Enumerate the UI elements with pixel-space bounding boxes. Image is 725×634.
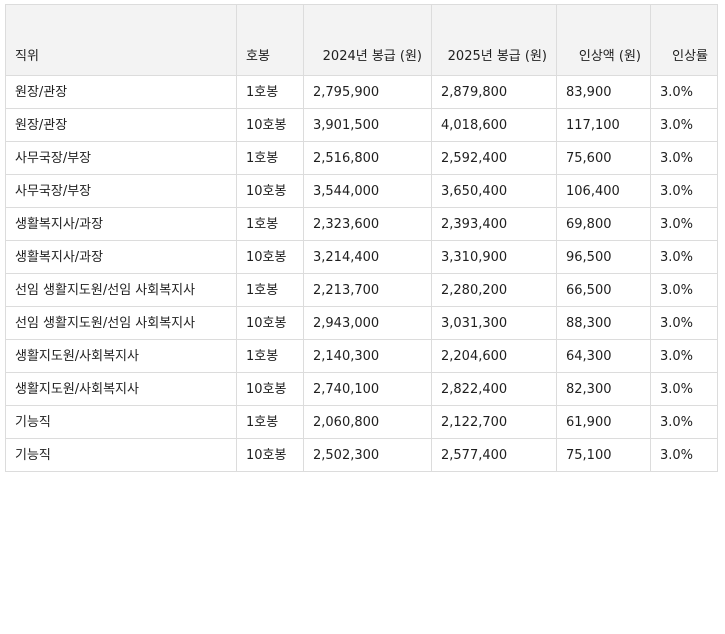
table-body: 원장/관장 1호봉 2,795,900 2,879,800 83,900 3.0…: [5, 75, 718, 472]
cell-increase-amount: 64,300: [556, 339, 651, 373]
cell-salary-2024: 3,901,500: [303, 108, 432, 142]
cell-salary-2024: 3,214,400: [303, 240, 432, 274]
cell-step: 10호봉: [236, 108, 304, 142]
header-step: 호봉: [236, 4, 304, 76]
cell-increase-rate: 3.0%: [650, 438, 718, 472]
cell-increase-rate: 3.0%: [650, 174, 718, 208]
cell-salary-2025: 2,280,200: [431, 273, 557, 307]
header-position: 직위: [5, 4, 237, 76]
cell-step: 10호봉: [236, 174, 304, 208]
cell-salary-2025: 2,577,400: [431, 438, 557, 472]
cell-salary-2025: 2,879,800: [431, 75, 557, 109]
cell-increase-amount: 83,900: [556, 75, 651, 109]
cell-salary-2024: 2,213,700: [303, 273, 432, 307]
cell-salary-2025: 2,592,400: [431, 141, 557, 175]
cell-step: 1호봉: [236, 207, 304, 241]
cell-position: 생활지도원/사회복지사: [5, 372, 237, 406]
table-row: 선임 생활지도원/선임 사회복지사 1호봉 2,213,700 2,280,20…: [5, 273, 718, 307]
header-increase-rate: 인상률: [650, 4, 718, 76]
table-header: 직위 호봉 2024년 봉급 (원) 2025년 봉급 (원) 인상액 (원) …: [5, 4, 718, 76]
cell-salary-2025: 2,122,700: [431, 405, 557, 439]
cell-increase-amount: 117,100: [556, 108, 651, 142]
cell-salary-2025: 2,822,400: [431, 372, 557, 406]
table-row: 기능직 1호봉 2,060,800 2,122,700 61,900 3.0%: [5, 405, 718, 439]
cell-position: 선임 생활지도원/선임 사회복지사: [5, 273, 237, 307]
cell-salary-2025: 2,204,600: [431, 339, 557, 373]
cell-position: 선임 생활지도원/선임 사회복지사: [5, 306, 237, 340]
table-row: 사무국장/부장 1호봉 2,516,800 2,592,400 75,600 3…: [5, 141, 718, 175]
cell-salary-2024: 2,943,000: [303, 306, 432, 340]
cell-step: 10호봉: [236, 240, 304, 274]
cell-step: 1호봉: [236, 141, 304, 175]
cell-salary-2024: 3,544,000: [303, 174, 432, 208]
table-row: 원장/관장 10호봉 3,901,500 4,018,600 117,100 3…: [5, 108, 718, 142]
cell-step: 1호봉: [236, 273, 304, 307]
cell-step: 1호봉: [236, 405, 304, 439]
cell-increase-amount: 88,300: [556, 306, 651, 340]
cell-position: 기능직: [5, 438, 237, 472]
cell-salary-2024: 2,140,300: [303, 339, 432, 373]
cell-salary-2024: 2,795,900: [303, 75, 432, 109]
cell-position: 생활지도원/사회복지사: [5, 339, 237, 373]
cell-increase-amount: 96,500: [556, 240, 651, 274]
cell-increase-rate: 3.0%: [650, 273, 718, 307]
table-row: 사무국장/부장 10호봉 3,544,000 3,650,400 106,400…: [5, 174, 718, 208]
cell-increase-rate: 3.0%: [650, 141, 718, 175]
table-row: 생활지도원/사회복지사 10호봉 2,740,100 2,822,400 82,…: [5, 372, 718, 406]
cell-position: 사무국장/부장: [5, 141, 237, 175]
header-salary-2024: 2024년 봉급 (원): [303, 4, 432, 76]
cell-increase-amount: 75,600: [556, 141, 651, 175]
cell-salary-2025: 3,310,900: [431, 240, 557, 274]
cell-increase-rate: 3.0%: [650, 405, 718, 439]
header-row: 직위 호봉 2024년 봉급 (원) 2025년 봉급 (원) 인상액 (원) …: [5, 4, 718, 76]
table-row: 선임 생활지도원/선임 사회복지사 10호봉 2,943,000 3,031,3…: [5, 306, 718, 340]
cell-increase-amount: 66,500: [556, 273, 651, 307]
cell-step: 10호봉: [236, 372, 304, 406]
table-row: 생활복지사/과장 10호봉 3,214,400 3,310,900 96,500…: [5, 240, 718, 274]
cell-increase-rate: 3.0%: [650, 240, 718, 274]
header-salary-2025: 2025년 봉급 (원): [431, 4, 557, 76]
cell-position: 생활복지사/과장: [5, 240, 237, 274]
cell-salary-2024: 2,516,800: [303, 141, 432, 175]
cell-position: 생활복지사/과장: [5, 207, 237, 241]
table-row: 원장/관장 1호봉 2,795,900 2,879,800 83,900 3.0…: [5, 75, 718, 109]
cell-increase-amount: 61,900: [556, 405, 651, 439]
cell-increase-amount: 75,100: [556, 438, 651, 472]
cell-increase-amount: 106,400: [556, 174, 651, 208]
salary-table-container: 직위 호봉 2024년 봉급 (원) 2025년 봉급 (원) 인상액 (원) …: [5, 4, 718, 472]
table-row: 생활지도원/사회복지사 1호봉 2,140,300 2,204,600 64,3…: [5, 339, 718, 373]
cell-position: 원장/관장: [5, 108, 237, 142]
cell-salary-2024: 2,740,100: [303, 372, 432, 406]
cell-position: 원장/관장: [5, 75, 237, 109]
table-row: 생활복지사/과장 1호봉 2,323,600 2,393,400 69,800 …: [5, 207, 718, 241]
cell-increase-rate: 3.0%: [650, 339, 718, 373]
salary-table: 직위 호봉 2024년 봉급 (원) 2025년 봉급 (원) 인상액 (원) …: [5, 4, 718, 472]
cell-step: 1호봉: [236, 75, 304, 109]
cell-salary-2024: 2,502,300: [303, 438, 432, 472]
cell-increase-rate: 3.0%: [650, 75, 718, 109]
cell-salary-2024: 2,323,600: [303, 207, 432, 241]
cell-increase-amount: 82,300: [556, 372, 651, 406]
cell-position: 기능직: [5, 405, 237, 439]
cell-position: 사무국장/부장: [5, 174, 237, 208]
cell-increase-amount: 69,800: [556, 207, 651, 241]
cell-step: 1호봉: [236, 339, 304, 373]
cell-step: 10호봉: [236, 438, 304, 472]
cell-increase-rate: 3.0%: [650, 108, 718, 142]
cell-salary-2025: 3,650,400: [431, 174, 557, 208]
cell-step: 10호봉: [236, 306, 304, 340]
cell-salary-2025: 3,031,300: [431, 306, 557, 340]
cell-salary-2024: 2,060,800: [303, 405, 432, 439]
cell-increase-rate: 3.0%: [650, 306, 718, 340]
cell-increase-rate: 3.0%: [650, 372, 718, 406]
cell-salary-2025: 4,018,600: [431, 108, 557, 142]
header-increase-amount: 인상액 (원): [556, 4, 651, 76]
table-row: 기능직 10호봉 2,502,300 2,577,400 75,100 3.0%: [5, 438, 718, 472]
cell-increase-rate: 3.0%: [650, 207, 718, 241]
cell-salary-2025: 2,393,400: [431, 207, 557, 241]
